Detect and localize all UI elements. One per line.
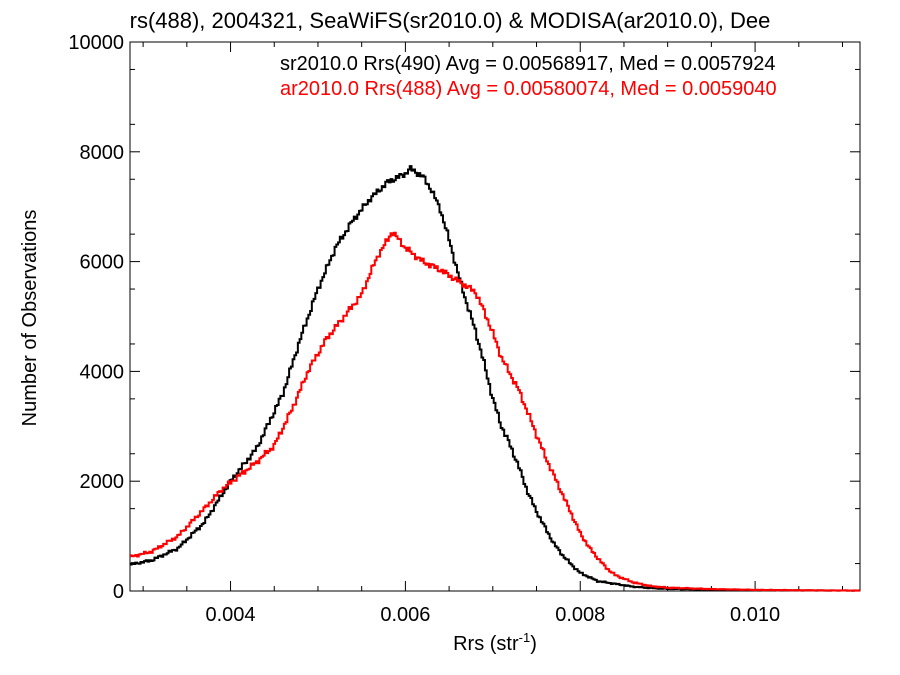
series-line-modisa (130, 231, 861, 592)
series-line-seawifs (130, 165, 861, 592)
legend: sr2010.0 Rrs(490) Avg = 0.00568917, Med … (280, 53, 777, 100)
y-tick-label: 10000 (68, 32, 124, 54)
y-tick-label: 6000 (80, 252, 125, 274)
x-axis: 0.004 0.006 0.008 0.010 (142, 42, 844, 626)
y-tick-label: 0 (113, 581, 124, 603)
chart-title: rs(488), 2004321, SeaWiFS(sr2010.0) & MO… (130, 8, 771, 33)
x-axis-label-superscript: -1 (519, 630, 531, 645)
series-layer (130, 165, 861, 592)
x-axis-label: Rrs (str-1) (453, 630, 537, 655)
x-tick-label: 0.008 (555, 604, 605, 626)
y-tick-label: 8000 (80, 142, 125, 164)
x-tick-label: 0.010 (730, 604, 780, 626)
y-axis: 0 2000 4000 6000 8000 10000 (68, 32, 860, 603)
y-axis-label: Number of Observations (19, 210, 41, 427)
x-tick-label: 0.006 (380, 604, 430, 626)
x-tick-label: 0.004 (206, 604, 256, 626)
plot-frame (129, 41, 861, 592)
y-tick-label: 2000 (80, 471, 125, 493)
x-axis-label-close: ) (530, 633, 537, 655)
legend-entry-modisa: ar2010.0 Rrs(488) Avg = 0.00580074, Med … (280, 78, 777, 100)
plot-area (129, 41, 861, 592)
y-tick-label: 4000 (80, 361, 125, 383)
x-axis-label-text: Rrs (str (453, 633, 519, 655)
legend-entry-seawifs: sr2010.0 Rrs(490) Avg = 0.00568917, Med … (280, 53, 776, 75)
